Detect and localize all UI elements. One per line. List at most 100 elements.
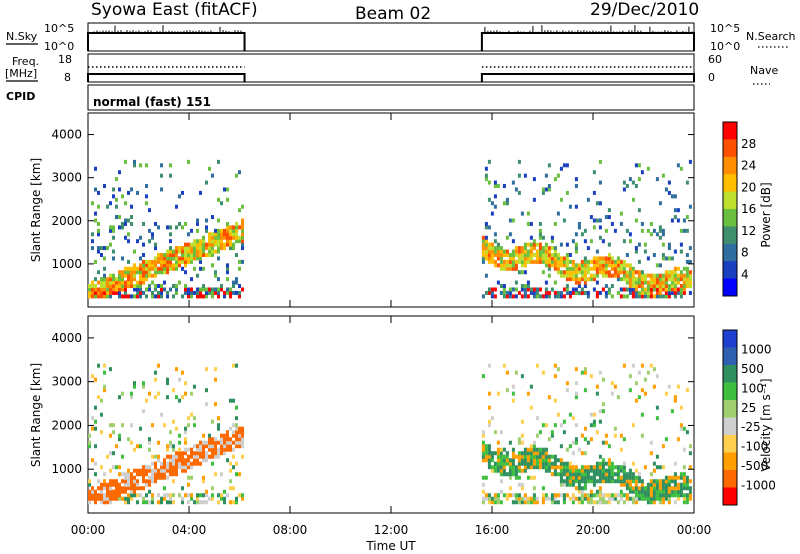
heat-cell [196,496,199,501]
heat-cell [550,433,554,438]
heat-cell [160,472,163,477]
heat-cell [103,284,106,289]
heat-cell [541,486,545,491]
heat-cell [679,475,683,480]
heat-cell [151,423,154,428]
heat-cell [631,180,635,185]
heat-cell [241,493,244,498]
heat-cell [583,273,587,278]
heat-cell [517,440,521,445]
heat-cell [550,500,554,505]
heat-cell [523,246,527,251]
heat-cell [127,190,130,195]
heat-cell [115,280,118,285]
heat-cell [172,458,175,463]
heat-cell [223,447,226,452]
heat-cell [238,493,241,498]
heat-cell [631,197,635,202]
heat-cell [688,204,692,209]
heat-cell [535,496,539,501]
heat-cell [109,273,112,278]
heat-cell [676,277,680,282]
heat-cell [685,500,689,505]
heat-cell [523,447,527,452]
heat-cell [628,468,632,473]
noise-left-bottom: 10^0 [44,40,74,53]
heat-cell [595,259,599,264]
colorbar-swatch [723,261,737,280]
heat-cell [160,500,163,505]
heat-cell [631,489,635,494]
heat-cell [616,475,620,480]
heat-cell [583,479,587,484]
heat-cell [511,461,515,466]
heat-cell [109,367,112,372]
heat-cell [622,294,626,299]
heat-cell [496,440,500,445]
heat-cell [598,259,602,264]
heat-cell [145,273,148,278]
heat-cell [499,500,503,505]
heat-cell [544,252,548,257]
heat-cell [175,259,178,264]
colorbar-tick-label: 4 [741,267,749,281]
heat-cell [652,500,656,505]
heat-cell [109,228,112,233]
heat-cell [673,489,677,494]
heat-cell [103,388,106,393]
heat-cell [634,163,638,168]
heat-cell [481,475,485,480]
heat-cell [598,461,602,466]
heat-cell [511,263,515,268]
heat-cell [655,374,659,379]
heat-cell [103,370,106,375]
heat-cell [238,208,241,213]
power-colorbar-label: Power [dB] [759,182,773,247]
heat-cell [565,242,569,247]
heat-cell [499,479,503,484]
heat-cell [505,454,509,459]
heat-cell [523,249,527,254]
heat-cell [112,482,115,487]
heat-cell [214,270,217,275]
heat-cell [634,184,638,189]
heat-cell [670,489,674,494]
heat-cell [529,290,533,295]
heat-cell [688,270,692,275]
heat-cell [547,290,551,295]
heat-cell [151,479,154,484]
heat-cell [193,242,196,247]
heat-cell [529,500,533,505]
heat-cell [211,294,214,299]
heat-cell [148,479,151,484]
heat-cell [187,249,190,254]
heat-cell [541,246,545,251]
heat-cell [655,416,659,421]
heat-cell [631,290,635,295]
heat-cell [103,363,106,368]
heat-cell [178,259,181,264]
heat-cell [649,221,653,226]
heat-cell [631,496,635,501]
heat-cell [178,433,181,438]
heat-cell [130,277,133,282]
heat-cell [607,500,611,505]
heat-cell [487,447,491,452]
heat-cell [217,416,220,421]
heat-cell [547,246,551,251]
heat-cell [94,496,97,501]
heat-cell [118,290,121,295]
heat-cell [535,363,539,368]
heat-cell [688,451,692,456]
heat-cell [571,273,575,278]
heat-cell [511,472,515,477]
heat-cell [547,395,551,400]
heat-cell [577,479,581,484]
heat-cell [187,287,190,292]
heat-cell [238,433,241,438]
heat-cell [619,277,623,282]
heat-cell [520,211,524,216]
heat-cell [151,493,154,498]
heat-cell [235,437,238,442]
heat-cell [553,177,557,182]
